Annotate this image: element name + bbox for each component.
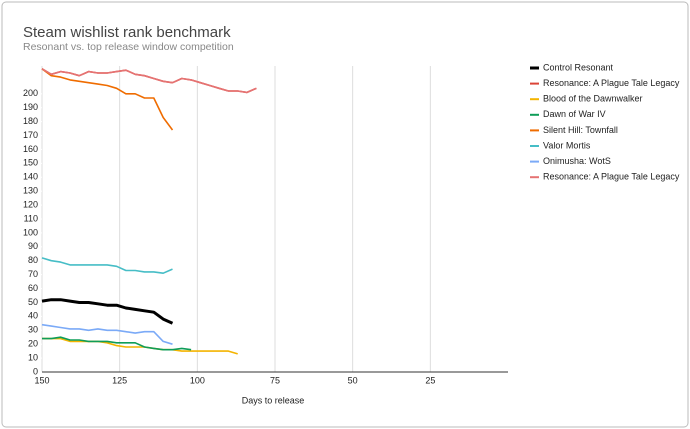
chart-title: Steam wishlist rank benchmark <box>23 24 231 41</box>
x-tick-label: 75 <box>270 375 280 385</box>
legend-label: Control Resonant <box>543 62 614 72</box>
series-line <box>41 323 173 345</box>
x-tick-label: 25 <box>425 375 435 385</box>
legend-label: Blood of the Dawnwalker <box>543 94 643 104</box>
y-tick-label: 90 <box>28 241 38 251</box>
y-tick-label: 130 <box>23 186 38 196</box>
y-tick-label: 10 <box>28 352 38 362</box>
y-tick-label: 50 <box>28 297 38 307</box>
legend-label: Valor Mortis <box>543 140 591 150</box>
legend-label: Resonance: A Plague Tale Legacy <box>543 172 680 182</box>
series-line <box>41 298 174 325</box>
y-tick-label: 40 <box>28 311 38 321</box>
y-tick-label: 0 <box>33 366 38 376</box>
y-tick-label: 200 <box>23 88 38 98</box>
y-tick-label: 60 <box>28 283 38 293</box>
x-tick-label: 50 <box>348 375 358 385</box>
y-tick-label: 80 <box>28 255 38 265</box>
legend-label: Silent Hill: Townfall <box>543 125 618 135</box>
x-tick-label: 150 <box>34 375 49 385</box>
series-line <box>41 68 174 131</box>
chart-subtitle: Resonant vs. top release window competit… <box>23 41 234 53</box>
legend-label: Dawn of War IV <box>543 109 606 119</box>
y-tick-label: 70 <box>28 269 38 279</box>
series-line <box>42 337 238 355</box>
series-line <box>41 257 173 274</box>
x-tick-label: 125 <box>112 375 127 385</box>
series-line <box>42 336 192 351</box>
y-tick-label: 170 <box>23 130 38 140</box>
y-tick-label: 100 <box>23 227 38 237</box>
x-tick-label: 100 <box>190 375 205 385</box>
legend-label: Onimusha: WotS <box>543 156 611 166</box>
y-tick-label: 30 <box>28 325 38 335</box>
y-tick-label: 110 <box>24 213 38 223</box>
y-tick-label: 20 <box>28 339 38 349</box>
y-tick-label: 180 <box>23 116 38 126</box>
y-tick-label: 140 <box>23 172 38 182</box>
legend-label: Resonance: A Plague Tale Legacy <box>543 78 680 88</box>
y-tick-label: 160 <box>23 144 38 154</box>
x-axis-label: Days to release <box>242 395 305 405</box>
series-line <box>41 68 257 94</box>
y-tick-label: 120 <box>23 199 38 209</box>
y-tick-label: 150 <box>23 158 38 168</box>
y-tick-label: 190 <box>23 102 38 112</box>
